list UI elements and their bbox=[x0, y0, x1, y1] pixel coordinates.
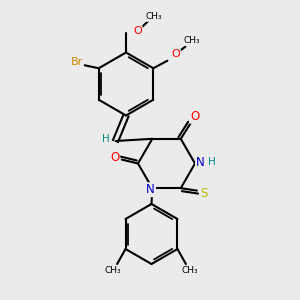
Text: CH₃: CH₃ bbox=[105, 266, 121, 275]
Text: H: H bbox=[208, 157, 215, 167]
Text: H: H bbox=[102, 134, 110, 145]
Text: O: O bbox=[110, 151, 119, 164]
Text: S: S bbox=[200, 187, 208, 200]
Text: O: O bbox=[171, 49, 180, 59]
Text: N: N bbox=[196, 155, 205, 169]
Text: CH₃: CH₃ bbox=[182, 266, 198, 275]
Text: CH₃: CH₃ bbox=[184, 36, 201, 45]
Text: O: O bbox=[133, 26, 142, 37]
Text: O: O bbox=[190, 110, 199, 123]
Text: N: N bbox=[146, 183, 155, 196]
Text: Br: Br bbox=[70, 57, 83, 67]
Text: CH₃: CH₃ bbox=[145, 12, 162, 21]
